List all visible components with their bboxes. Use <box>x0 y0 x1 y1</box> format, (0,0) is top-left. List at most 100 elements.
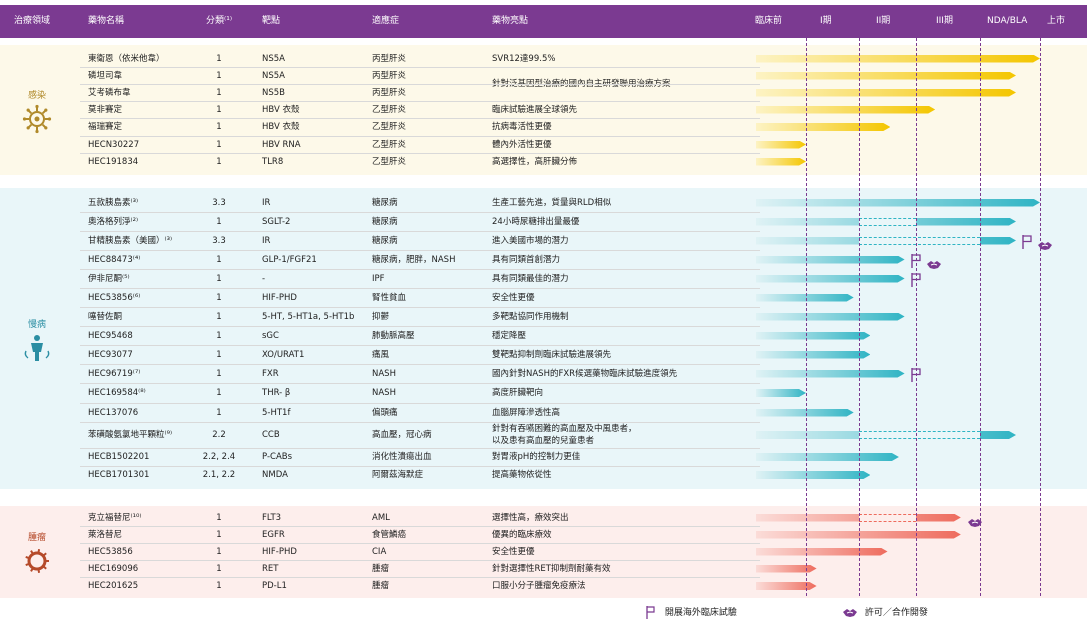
drug-target: XO/URAT1 <box>262 349 305 360</box>
drug-indication: 乙型肝炎 <box>372 104 407 115</box>
drug-indication: 糖尿病 <box>372 216 398 227</box>
drug-name: HEC88473⁽⁴⁾ <box>88 254 141 265</box>
drug-name: 克立福替尼⁽¹⁰⁾ <box>88 512 142 523</box>
stage-divider <box>980 38 981 596</box>
progress-bar <box>756 106 935 114</box>
drug-class: 1 <box>216 216 222 227</box>
table-row: 磷坦司韋 1 NS5A 丙型肝炎 針對泛基因型治療的國內自主研發聯用治療方案 <box>74 67 1087 89</box>
row-divider <box>80 403 760 404</box>
drug-highlight: SVR12達99.5% <box>492 53 556 64</box>
progress-bar <box>756 89 1016 97</box>
row-divider <box>80 269 760 270</box>
row-divider <box>80 250 760 251</box>
drug-name: HECN30227 <box>88 139 140 150</box>
progress-bar <box>756 548 888 556</box>
drug-highlight-line2: 以及患有高血壓的兒童患者 <box>492 436 595 446</box>
drug-class: 1 <box>216 388 222 398</box>
marker-flag <box>910 367 922 386</box>
drug-name: 伊非尼酮⁽⁵⁾ <box>88 273 130 284</box>
drug-indication: 痛風 <box>372 349 390 360</box>
flag-icon <box>910 272 921 287</box>
row-divider <box>80 345 760 346</box>
table-header: 治療領域 藥物名稱 分類⁽¹⁾ 靶點 適應症 藥物亮點 臨床前 I期 II期 I… <box>0 5 1087 38</box>
drug-name: HEC191834 <box>88 156 139 167</box>
drug-name: HECB1701301 <box>88 470 150 480</box>
row-divider <box>80 422 760 423</box>
drug-indication: NASH <box>372 368 396 379</box>
stage-divider <box>859 38 860 596</box>
header-stage-preclinical: 臨床前 <box>755 16 783 26</box>
domain-icon-wrap <box>22 333 52 363</box>
marker-handshake <box>926 255 942 274</box>
table-row: HECB1701301 2.1, 2.2 NMDA 阿爾茲海默症 提高藥物依從性 <box>74 466 1087 484</box>
drug-class: 2.2, 2.4 <box>202 452 236 462</box>
table-row: 甘精胰島素（美國）⁽³⁾ 3.3 IR 糖尿病 進入美國市場的潛力 <box>74 231 1087 250</box>
drug-highlight: 雙靶點抑制劑臨床試驗進展領先 <box>492 349 612 360</box>
table-row: HEC95468 1 sGC 肺動脈高壓 穩定降壓 <box>74 326 1087 345</box>
progress-bar <box>756 199 1040 207</box>
progress-bar <box>756 294 854 302</box>
table-row: HEC53856 1 HIF-PHD CIA 安全性更優 <box>74 543 1087 560</box>
table-row: HECN30227 1 HBV RNA 乙型肝炎 體內外活性更優 <box>74 136 1087 153</box>
header-stage-nda-bla: NDA/BLA <box>987 16 1028 26</box>
stage-divider <box>1040 38 1041 596</box>
header-highlight: 藥物亮點 <box>492 16 529 26</box>
domain-cell: 慢病 <box>0 188 74 489</box>
row-divider <box>80 364 760 365</box>
legend-flag: 開展海外臨床試驗 <box>646 605 737 619</box>
drug-indication: 腎性貧血 <box>372 292 407 303</box>
drug-name: 福瑞賽定 <box>88 122 123 132</box>
marker-handshake <box>1037 236 1053 255</box>
drug-name: 苯磺酸氨氯地平顆粒⁽⁹⁾ <box>88 430 173 440</box>
drug-indication: IPF <box>372 273 385 284</box>
drug-class: 1 <box>216 512 222 523</box>
drug-indication: 丙型肝炎 <box>372 70 407 81</box>
drug-target: TLR8 <box>262 156 284 167</box>
header-domain: 治療領域 <box>14 16 51 26</box>
row-divider <box>80 577 760 578</box>
progress-gap <box>859 236 980 245</box>
drug-target: - <box>262 273 266 284</box>
drug-highlight: 優異的臨床療效 <box>492 529 552 540</box>
drug-target: HIF-PHD <box>262 546 297 557</box>
row-divider <box>80 560 760 561</box>
handshake-icon <box>1038 241 1052 250</box>
row-divider <box>80 448 760 449</box>
row-divider <box>80 526 760 527</box>
drug-highlight: 血腦屏障滲透性高 <box>492 407 561 418</box>
drug-indication: 糖尿病，肥胖，NASH <box>372 254 456 265</box>
drug-indication: 乙型肝炎 <box>372 122 407 132</box>
virus-icon <box>22 104 52 134</box>
drug-highlight: 針對有吞嚥困難的高血壓及中風患者， <box>492 424 637 434</box>
table-row: 伊非尼酮⁽⁵⁾ 1 - IPF 具有同類最佳的潛力 <box>74 269 1087 288</box>
progress-bar <box>756 332 870 340</box>
table-row: 苯磺酸氨氯地平顆粒⁽⁹⁾ 2.2 CCB 高血壓，冠心病 針對有吞嚥困難的高血壓及中風患… <box>74 422 1087 448</box>
row-divider <box>80 67 760 68</box>
progress-bar <box>756 582 817 590</box>
drug-highlight: 體內外活性更優 <box>492 139 552 150</box>
header-drug: 藥物名稱 <box>88 16 125 26</box>
drug-name: 五款胰島素⁽³⁾ <box>88 197 139 208</box>
drug-class: 1 <box>216 368 222 379</box>
table-row: 奧洛格列淨⁽²⁾ 1 SGLT-2 糖尿病 24小時尿糖排出量最優 <box>74 212 1087 231</box>
drug-class: 1 <box>216 311 222 322</box>
drug-indication: 乙型肝炎 <box>372 156 407 167</box>
drug-class: 1 <box>216 156 222 167</box>
header-stage-phase1: I期 <box>820 16 832 26</box>
table-row: HEC169584⁽⁸⁾ 1 THR- β NASH 高度肝臟靶向 <box>74 383 1087 403</box>
drug-class: 1 <box>216 407 222 418</box>
drug-highlight: 針對選擇性RET抑制劑耐藥有效 <box>492 563 611 574</box>
domain-cell: 感染 <box>0 45 74 175</box>
table-row: HEC93077 1 XO/URAT1 痛風 雙靶點抑制劑臨床試驗進展領先 <box>74 345 1087 364</box>
drug-name: HEC96719⁽⁷⁾ <box>88 368 141 379</box>
drug-indication: 丙型肝炎 <box>372 87 407 98</box>
table-row: HECB1502201 2.2, 2.4 P-CABs 消化性潰瘍出血 對胃液pH的控制… <box>74 448 1087 466</box>
drug-target: RET <box>262 563 279 574</box>
drug-target: HIF-PHD <box>262 292 297 303</box>
table-row: HEC53856⁽⁶⁾ 1 HIF-PHD 腎性貧血 安全性更優 <box>74 288 1087 307</box>
drug-name: 噻替佐酮 <box>88 311 123 322</box>
progress-bar <box>756 471 870 479</box>
legend-handshake-label: 許可／合作開發 <box>864 608 928 618</box>
drug-indication: 阿爾茲海默症 <box>372 470 424 480</box>
flag-icon <box>910 367 921 382</box>
